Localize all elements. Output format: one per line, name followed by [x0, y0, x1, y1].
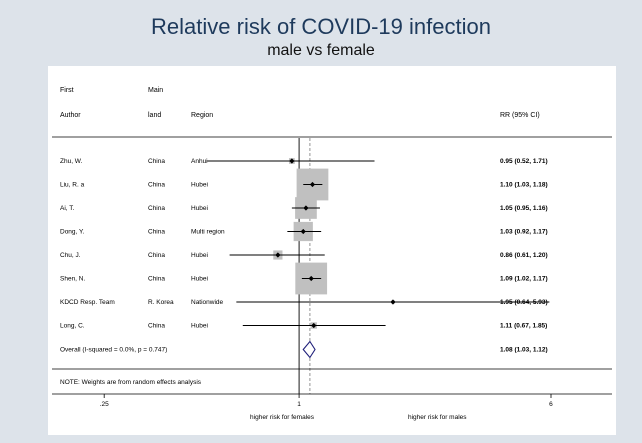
study-point-estimate: [303, 205, 309, 211]
chart-title: Relative risk of COVID-19 infection: [151, 14, 491, 39]
study-author: Shen, N.: [60, 276, 85, 283]
forest-plot: First Author Main land Region RR (95% CI…: [52, 87, 612, 421]
x-tick-label: .25: [100, 401, 109, 408]
study-land: China: [148, 323, 165, 330]
header-land-top: Main: [148, 87, 163, 94]
study-region: Hubei: [191, 252, 208, 259]
header-region: Region: [191, 112, 213, 119]
study-region: Nationwide: [191, 299, 224, 306]
study-point-estimate: [311, 322, 317, 329]
study-region: Hubei: [191, 205, 208, 212]
xlabel-right: higher risk for males: [408, 414, 467, 421]
study-land: China: [148, 205, 165, 212]
study-author: Ai, T.: [60, 205, 75, 212]
study-row: Zhu, W. China Anhui 0.95 (0.52, 1.71): [60, 158, 548, 165]
study-row: Chu, J. China Hubei 0.86 (0.61, 1.20): [60, 250, 548, 260]
header-land-bottom: land: [148, 112, 161, 119]
study-author: Liu, R. a: [60, 182, 85, 189]
study-point-estimate: [300, 228, 306, 235]
study-row: Liu, R. a China Hubei 1.10 (1.03, 1.18): [60, 168, 548, 201]
x-tick-label: 1: [297, 401, 301, 408]
study-author: KDCD Resp. Team: [60, 299, 115, 306]
overall-rr-text: 1.08 (1.03, 1.12): [500, 347, 548, 354]
study-row: Long, C. China Hubei 1.11 (0.67, 1.85): [60, 322, 547, 330]
study-rr-text: 1.95 (0.64, 5.93): [500, 299, 548, 306]
study-rr-text: 0.86 (0.61, 1.20): [500, 252, 548, 259]
forest-plot-panel: First Author Main land Region RR (95% CI…: [48, 66, 616, 435]
footnote: NOTE: Weights are from random effects an…: [60, 379, 202, 386]
chart-subtitle: male vs female: [267, 42, 375, 59]
study-region: Hubei: [191, 276, 208, 283]
study-rr-text: 1.11 (0.67, 1.85): [500, 323, 547, 330]
study-rr-text: 1.09 (1.02, 1.17): [500, 276, 548, 283]
study-row: Dong, Y. China Multi region 1.03 (0.92, 1.1…: [60, 221, 548, 242]
x-tick-label: 6: [549, 401, 553, 408]
header-rr: RR (95% CI): [500, 112, 540, 119]
study-region: Multi region: [191, 229, 225, 236]
study-region: Hubei: [191, 323, 208, 330]
study-land: China: [148, 276, 165, 283]
study-land: China: [148, 158, 165, 165]
study-point-estimate: [390, 299, 396, 305]
xlabel-left: higher risk for females: [250, 414, 315, 421]
header-author-bottom: Author: [60, 112, 81, 119]
study-land: China: [148, 252, 165, 259]
study-row: Shen, N. China Hubei 1.09 (1.02, 1.17): [60, 262, 548, 295]
study-author: Zhu, W.: [60, 158, 83, 165]
study-land: China: [148, 229, 165, 236]
header-author-top: First: [60, 87, 74, 94]
study-author: Long, C.: [60, 323, 85, 330]
study-rr-text: 0.95 (0.52, 1.71): [500, 158, 548, 165]
study-region: Hubei: [191, 182, 208, 189]
overall-diamond: [302, 340, 316, 359]
study-row: KDCD Resp. Team R. Korea Nationwide 1.95 (0…: [60, 299, 550, 306]
study-rows: Zhu, W. China Anhui 0.95 (0.52, 1.71) Liu, R…: [60, 138, 550, 394]
study-rr-text: 1.03 (0.92, 1.17): [500, 229, 548, 236]
study-rr-text: 1.05 (0.95, 1.16): [500, 205, 548, 212]
overall-label: Overall (I-squared = 0.0%, p = 0.747): [60, 347, 167, 354]
study-author: Dong, Y.: [60, 229, 85, 236]
x-axis-ticks: .25 1 6: [100, 394, 553, 408]
study-point-estimate: [289, 158, 295, 164]
study-row: Ai, T. China Hubei 1.05 (0.95, 1.16): [60, 197, 548, 219]
study-rr-text: 1.10 (1.03, 1.18): [500, 182, 548, 189]
study-land: R. Korea: [148, 299, 174, 306]
overall-row: Overall (I-squared = 0.0%, p = 0.747) 1.0…: [60, 340, 548, 359]
study-land: China: [148, 182, 165, 189]
study-point-estimate: [308, 275, 314, 282]
study-point-estimate: [309, 181, 316, 188]
study-author: Chu, J.: [60, 252, 81, 259]
study-region: Anhui: [191, 158, 208, 165]
